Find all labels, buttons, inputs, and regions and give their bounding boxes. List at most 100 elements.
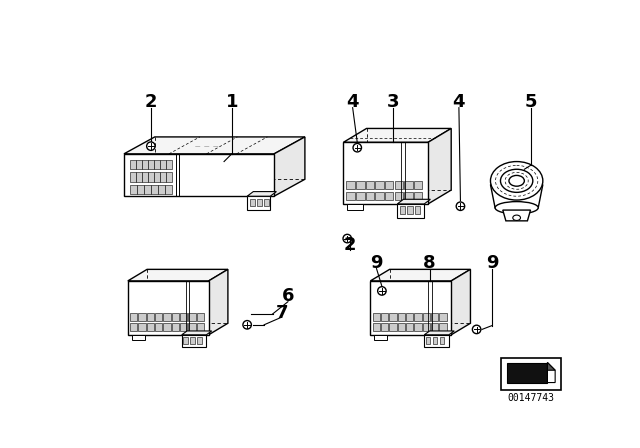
Circle shape xyxy=(147,142,155,151)
Polygon shape xyxy=(371,269,470,281)
Polygon shape xyxy=(508,362,547,383)
Polygon shape xyxy=(365,192,374,200)
Text: 9: 9 xyxy=(486,254,499,272)
Polygon shape xyxy=(182,335,206,347)
Polygon shape xyxy=(172,313,179,321)
Polygon shape xyxy=(547,362,555,383)
Ellipse shape xyxy=(500,169,533,192)
Polygon shape xyxy=(415,206,420,214)
Polygon shape xyxy=(344,129,451,142)
Text: 3: 3 xyxy=(387,92,400,111)
Polygon shape xyxy=(372,323,380,331)
Text: 8: 8 xyxy=(423,254,436,272)
Polygon shape xyxy=(138,313,146,321)
Polygon shape xyxy=(172,323,179,331)
Polygon shape xyxy=(163,323,171,331)
Polygon shape xyxy=(431,323,438,331)
Polygon shape xyxy=(381,323,388,331)
Polygon shape xyxy=(407,206,413,214)
Polygon shape xyxy=(503,210,531,221)
Polygon shape xyxy=(163,313,171,321)
Ellipse shape xyxy=(495,202,538,214)
Polygon shape xyxy=(356,192,365,200)
Polygon shape xyxy=(389,313,397,321)
Polygon shape xyxy=(128,281,209,335)
Polygon shape xyxy=(395,192,403,200)
Text: 5: 5 xyxy=(524,92,537,111)
Polygon shape xyxy=(375,192,384,200)
Polygon shape xyxy=(138,323,146,331)
Polygon shape xyxy=(264,198,269,206)
Polygon shape xyxy=(428,129,451,204)
Text: 4: 4 xyxy=(452,92,465,111)
Polygon shape xyxy=(346,181,355,189)
Polygon shape xyxy=(130,160,136,169)
Circle shape xyxy=(456,202,465,211)
Polygon shape xyxy=(148,172,154,181)
Polygon shape xyxy=(406,323,413,331)
Polygon shape xyxy=(124,154,274,196)
Polygon shape xyxy=(348,204,363,210)
Polygon shape xyxy=(155,313,163,321)
Circle shape xyxy=(343,234,351,243)
Polygon shape xyxy=(397,199,431,204)
Polygon shape xyxy=(397,204,424,218)
Polygon shape xyxy=(132,335,145,340)
Polygon shape xyxy=(151,185,158,194)
Polygon shape xyxy=(183,337,188,344)
Polygon shape xyxy=(439,323,447,331)
Polygon shape xyxy=(356,181,365,189)
Polygon shape xyxy=(124,137,305,154)
Polygon shape xyxy=(196,323,204,331)
Polygon shape xyxy=(197,337,202,344)
Circle shape xyxy=(243,321,252,329)
Polygon shape xyxy=(147,323,154,331)
Polygon shape xyxy=(180,313,188,321)
Polygon shape xyxy=(414,181,422,189)
Polygon shape xyxy=(247,192,276,196)
Polygon shape xyxy=(385,192,394,200)
Text: 00147743: 00147743 xyxy=(508,393,555,403)
Polygon shape xyxy=(147,313,154,321)
Polygon shape xyxy=(250,198,255,206)
Polygon shape xyxy=(190,337,195,344)
Polygon shape xyxy=(180,323,188,331)
Polygon shape xyxy=(188,313,196,321)
Polygon shape xyxy=(490,185,543,208)
Polygon shape xyxy=(209,269,228,335)
Polygon shape xyxy=(501,358,561,390)
Polygon shape xyxy=(451,269,470,335)
Polygon shape xyxy=(414,192,422,200)
Ellipse shape xyxy=(513,215,520,220)
Polygon shape xyxy=(130,313,138,321)
Text: 2: 2 xyxy=(145,92,157,111)
Polygon shape xyxy=(414,313,422,321)
Text: 9: 9 xyxy=(371,254,383,272)
Ellipse shape xyxy=(490,162,543,200)
Polygon shape xyxy=(154,172,160,181)
Polygon shape xyxy=(374,335,387,340)
Ellipse shape xyxy=(509,176,524,186)
Polygon shape xyxy=(137,185,144,194)
Polygon shape xyxy=(547,362,555,370)
Polygon shape xyxy=(130,185,137,194)
Polygon shape xyxy=(144,185,151,194)
Polygon shape xyxy=(148,160,154,169)
Polygon shape xyxy=(274,137,305,196)
Polygon shape xyxy=(130,323,138,331)
Polygon shape xyxy=(188,323,196,331)
Polygon shape xyxy=(161,160,166,169)
Polygon shape xyxy=(196,313,204,321)
Polygon shape xyxy=(130,172,136,181)
Polygon shape xyxy=(158,185,165,194)
Polygon shape xyxy=(397,323,405,331)
Circle shape xyxy=(378,287,386,295)
Text: 6: 6 xyxy=(282,287,294,305)
Polygon shape xyxy=(165,185,172,194)
Polygon shape xyxy=(426,337,431,344)
Polygon shape xyxy=(424,331,454,335)
Polygon shape xyxy=(397,313,405,321)
Text: —  —  —: — — — xyxy=(195,144,219,150)
Polygon shape xyxy=(399,206,405,214)
Polygon shape xyxy=(395,181,403,189)
